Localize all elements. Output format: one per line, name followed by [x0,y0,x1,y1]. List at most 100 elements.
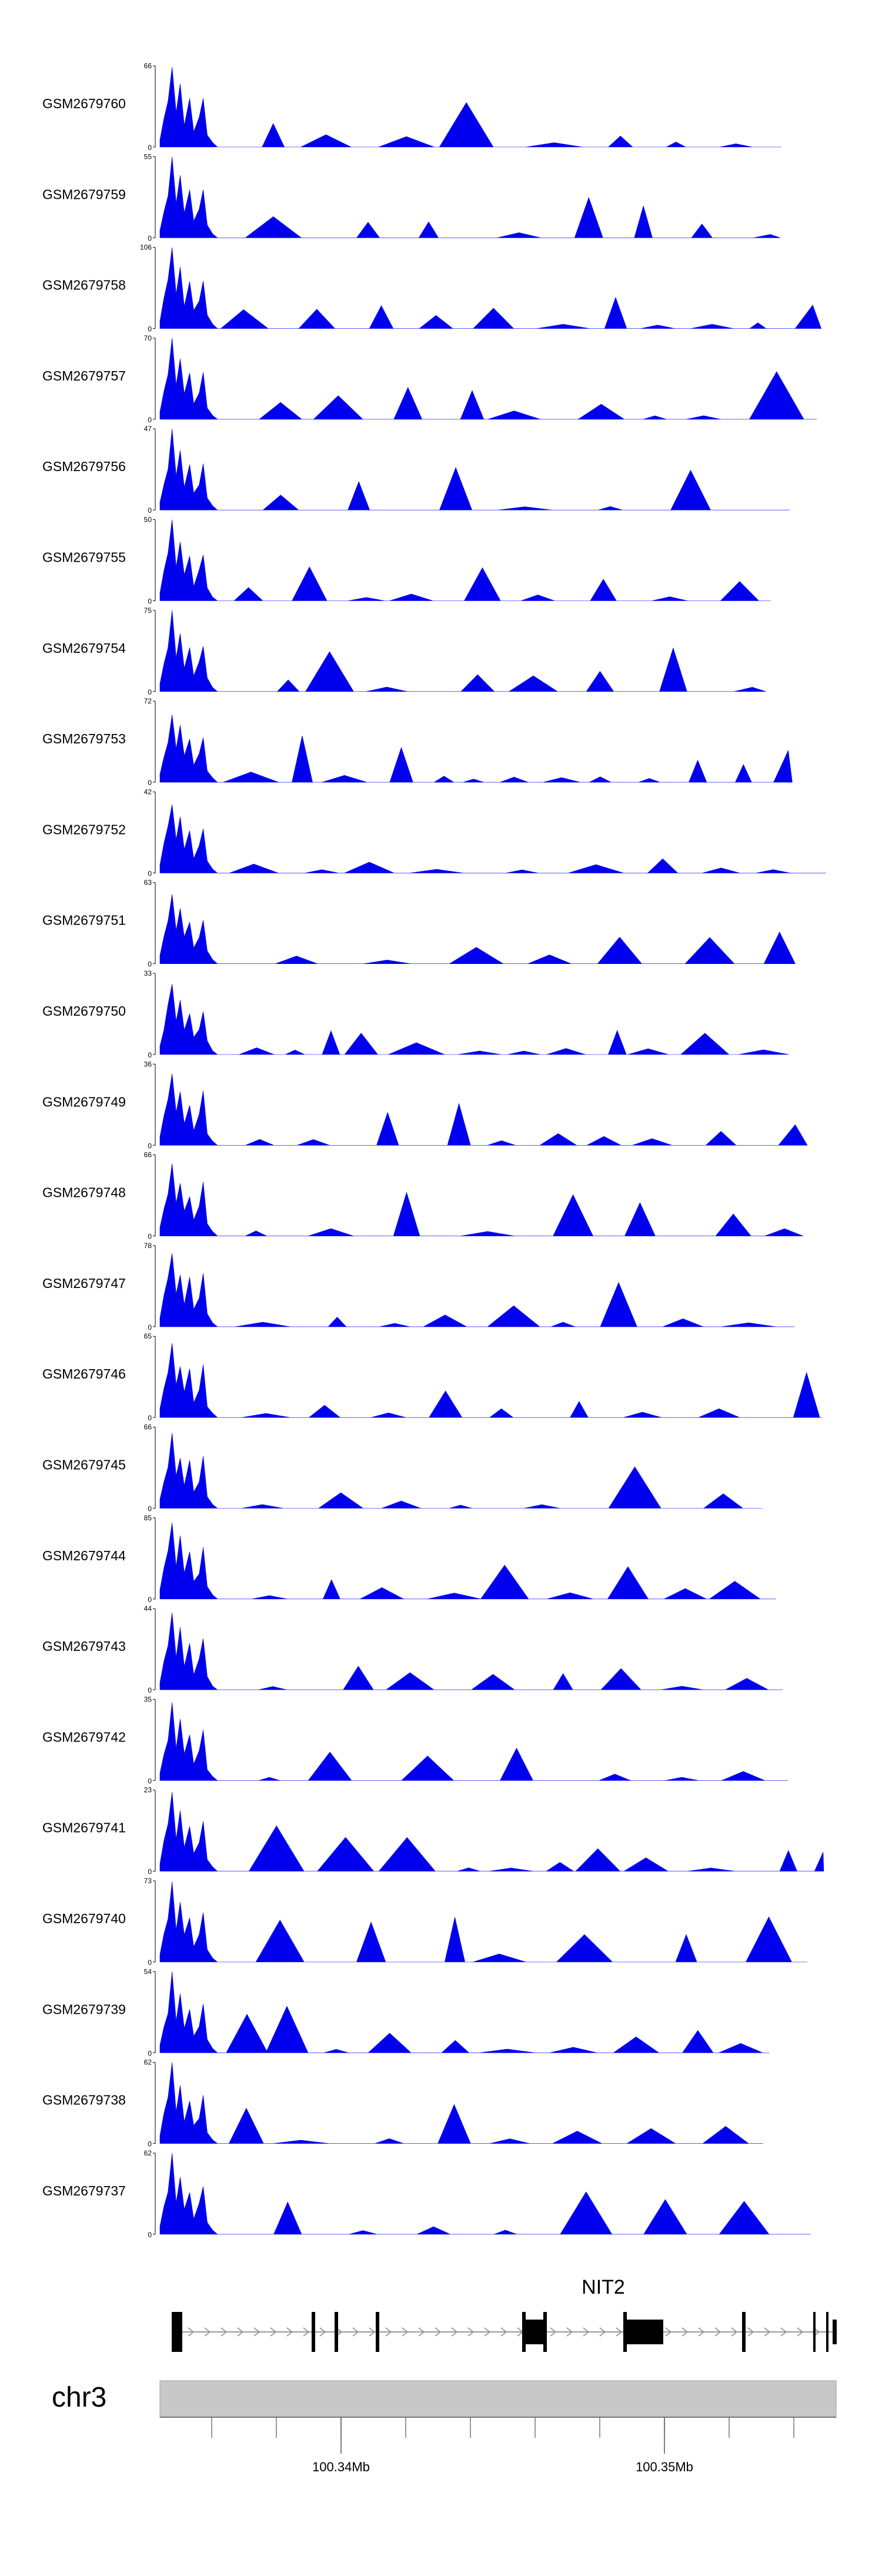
y-tick-label-min: 0 [148,1868,152,1876]
strand-arrow [188,2327,195,2337]
track-label: GSM2679737 [42,2183,126,2198]
y-tick-label-min: 0 [148,416,152,424]
strand-arrow [599,2327,606,2337]
y-tick-label-max: 47 [144,425,152,433]
y-tick-label-min: 0 [148,1686,152,1694]
track-label: GSM2679758 [42,278,126,293]
y-tick-label-max: 50 [144,516,152,524]
track-gsm2679744: GSM2679744 85 0 [42,1514,776,1604]
track-label: GSM2679742 [42,1729,126,1744]
strand-arrow [583,2327,590,2337]
coverage-area [159,2153,811,2235]
y-tick-label-max: 70 [144,334,152,342]
track-label: GSM2679745 [42,1457,126,1473]
strand-arrow [500,2327,507,2337]
y-tick-label-min: 0 [148,1142,152,1150]
track-gsm2679752: GSM2679752 42 0 [42,788,826,877]
exon-block [335,2312,338,2352]
y-tick-label-max: 63 [144,879,152,887]
coverage-area [159,1073,808,1146]
strand-arrow [270,2327,277,2337]
strand-arrow [714,2327,721,2337]
exon-block [742,2312,746,2352]
track-label: GSM2679747 [42,1276,126,1291]
track-label: GSM2679746 [42,1366,126,1382]
track-label: GSM2679756 [42,459,126,474]
track-gsm2679743: GSM2679743 44 0 [42,1604,783,1694]
strand-arrow [435,2327,442,2337]
strand-arrow [764,2327,771,2337]
y-tick-label-min: 0 [148,1323,152,1332]
exon-block [813,2312,816,2352]
y-tick-label-max: 66 [144,62,152,70]
coverage-area [159,1702,789,1781]
exon-block [376,2312,379,2352]
y-tick-label-max: 73 [144,1877,152,1885]
strand-arrow [484,2327,491,2337]
track-label: GSM2679741 [42,1820,126,1836]
coverage-area [159,1881,807,1963]
strand-arrow [665,2327,672,2337]
track-gsm2679737: GSM2679737 62 0 [42,2149,811,2239]
coverage-area [159,156,781,238]
track-label: GSM2679744 [42,1548,126,1563]
y-tick-label-min: 0 [148,506,152,515]
exon-block [172,2312,182,2352]
strand-arrow [616,2327,623,2337]
coverage-area [159,1612,783,1690]
track-label: GSM2679748 [42,1185,126,1200]
strand-arrow [319,2327,326,2337]
coverage-tracks: GSM2679760660GSM2679759550GSM26797581060… [42,62,826,2239]
y-tick-label-max: 66 [144,1423,152,1432]
y-tick-label-min: 0 [148,2231,152,2239]
genome-axis-track: chr3 100.34Mb 100.35Mb [52,2380,837,2474]
strand-arrow [747,2327,754,2337]
coverage-area [159,1163,804,1236]
track-label: GSM2679743 [42,1639,126,1654]
track-label: GSM2679750 [42,1003,126,1019]
coverage-area [159,804,826,873]
y-tick-label-max: 42 [144,788,152,796]
strand-arrow [286,2327,293,2337]
track-gsm2679749: GSM2679749 36 0 [42,1060,808,1150]
coverage-area [159,1792,824,1871]
y-tick-label-min: 0 [148,1596,152,1604]
strand-arrow [418,2327,425,2337]
track-gsm2679757: GSM2679757 70 0 [42,334,817,424]
strand-arrow [220,2327,228,2337]
strand-arrow [253,2327,260,2337]
coverage-area [159,1433,762,1509]
strand-arrow [780,2327,787,2337]
track-label: GSM2679752 [42,822,126,837]
y-tick-label-min: 0 [148,144,152,152]
y-tick-label-max: 23 [144,1786,152,1794]
gene-label: NIT2 [582,2276,625,2298]
x-tick-label: 100.34Mb [312,2460,370,2474]
chromosome-label: chr3 [52,2382,106,2413]
y-tick-label-max: 85 [144,1514,152,1522]
y-tick-label-max: 55 [144,152,152,161]
y-tick-label-max: 36 [144,1060,152,1068]
track-label: GSM2679738 [42,2093,126,2108]
strand-arrow [237,2327,244,2337]
strand-arrow [402,2327,409,2337]
coverage-area [159,66,781,148]
strand-arrow [303,2327,310,2337]
y-tick-label-min: 0 [148,869,152,877]
y-tick-label-max: 33 [144,969,152,977]
coverage-area [159,1971,770,2053]
y-tick-label-min: 0 [148,1414,152,1422]
y-tick-label-min: 0 [148,960,152,969]
track-gsm2679759: GSM2679759 55 0 [42,152,781,242]
exon-block [543,2312,547,2352]
strand-arrow [698,2327,705,2337]
track-gsm2679738: GSM2679738 62 0 [42,2058,763,2148]
y-tick-label-min: 0 [148,598,152,606]
track-label: GSM2679753 [42,731,126,746]
track-label: GSM2679749 [42,1094,126,1109]
y-tick-label-max: 62 [144,2058,152,2067]
strand-arrow [566,2327,573,2337]
y-tick-label-min: 0 [148,1233,152,1241]
y-tick-label-max: 62 [144,2149,152,2157]
y-tick-label-min: 0 [148,2049,152,2057]
